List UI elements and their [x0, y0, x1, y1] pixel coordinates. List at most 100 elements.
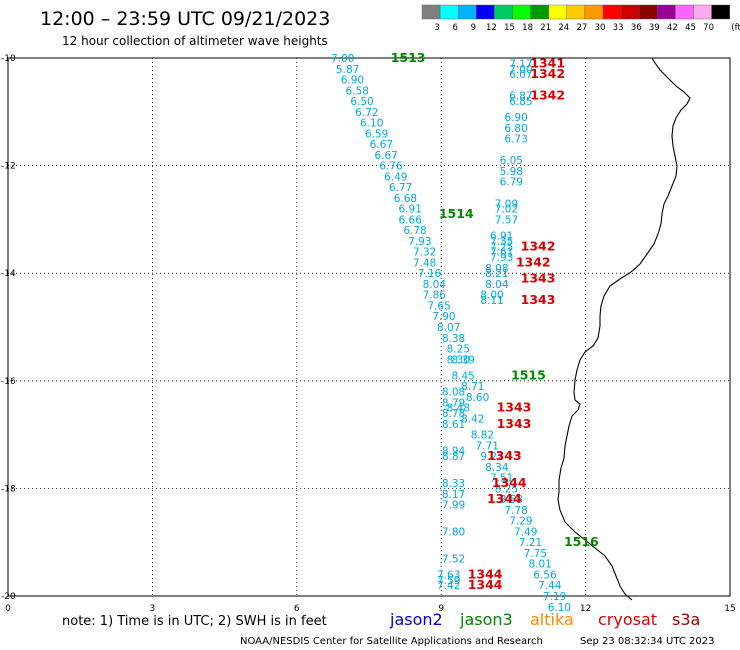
wave-height-value: 6.50 [350, 96, 373, 108]
wave-height-value: 7.93 [490, 252, 513, 264]
wave-height-value: 8.08 [485, 263, 508, 275]
pass-id-label: 1342 [530, 66, 565, 81]
wave-height-value: 8.48 [447, 403, 470, 415]
wave-height-value: 8.87 [442, 451, 465, 463]
colorbar-swatch [458, 4, 477, 20]
x-tick-label: 6 [294, 604, 300, 614]
colorbar-swatch [584, 4, 604, 20]
wave-height-value: 7.80 [442, 526, 465, 538]
wave-height-value: 8.25 [447, 344, 470, 356]
pass-id-label: 1343 [497, 400, 532, 415]
colorbar-label: 3 [434, 23, 439, 33]
wave-height-value: 8.58 [500, 494, 523, 506]
wave-height-value: 7.17 [509, 58, 532, 70]
wave-height-value: 8.38 [442, 333, 465, 345]
wave-height-value: 7.51 [490, 473, 513, 485]
wave-height-value: 8.33 [442, 478, 465, 490]
colorbar-unit: (ft) [731, 23, 740, 33]
pass-id-label: 1344 [468, 566, 503, 581]
wave-height-value: 6.78 [403, 225, 426, 237]
wave-height-value: 7.63 [437, 569, 460, 581]
wave-height-value: 8.30 [447, 354, 470, 366]
colorbar-swatch [421, 4, 441, 20]
colorbar-swatch [439, 4, 459, 20]
wave-height-value: 7.99 [442, 500, 465, 512]
footer-credit: NOAA/NESDIS Center for Satellite Applica… [240, 636, 543, 647]
wave-height-value: 8.01 [528, 559, 551, 571]
wave-height-value: 7.57 [495, 214, 518, 226]
wave-height-value: 7.44 [538, 580, 562, 592]
wave-height-value: 6.10 [360, 118, 383, 130]
wave-height-value: 7.32 [413, 247, 436, 259]
wave-height-value: 7.52 [442, 553, 465, 565]
wave-height-values: 7.005.876.906.586.506.726.106.596.676.67… [331, 53, 571, 614]
colorbar-swatch [602, 4, 622, 20]
wave-height-value: 8.82 [471, 430, 494, 442]
wave-height-value: 8.42 [461, 413, 484, 425]
colorbar-swatch [657, 4, 676, 20]
wave-height-value: 5.87 [336, 64, 359, 76]
wave-height-value: 6.67 [370, 139, 393, 151]
colorbar-label: 36 [631, 23, 642, 33]
pass-id-label: 1344 [487, 491, 522, 506]
wave-height-value: 7.65 [427, 300, 450, 312]
wave-height-value: 7.16 [418, 268, 442, 280]
wave-height-value: 7.71 [476, 440, 499, 452]
wave-height-value: 7.00 [331, 53, 354, 65]
wave-height-value: 7.49 [514, 526, 537, 538]
y-tick-label: -12 [1, 162, 16, 172]
colorbar-swatch [675, 4, 694, 20]
wave-height-value: 7.61 [490, 247, 513, 259]
wave-height-value: 6.05 [500, 155, 523, 167]
wave-height-value: 7.19 [543, 591, 566, 603]
colorbar-label: 42 [667, 23, 678, 33]
wave-height-value: 8.17 [442, 489, 465, 501]
colorbar-swatch [566, 4, 586, 20]
colorbar-label: 12 [486, 23, 497, 33]
map-title: 12:00 – 23:59 UTC 09/21/2023 [40, 8, 330, 30]
colorbar-label: 30 [595, 23, 606, 33]
wave-height-value: 6.77 [389, 182, 412, 194]
colorbar-label: 27 [576, 23, 587, 33]
wave-height-value: 6.58 [346, 85, 369, 97]
colorbar-label: 39 [649, 23, 660, 33]
pass-id-label: 1516 [564, 534, 599, 549]
wave-height-value: 6.91 [490, 231, 513, 243]
wave-height-value: 7.25 [490, 241, 513, 253]
colorbar-swatch [639, 4, 658, 20]
pass-id-label: 1343 [521, 292, 556, 307]
wave-height-value: 6.79 [500, 177, 523, 189]
coastline [557, 57, 691, 601]
satellite-legend-cryosat: cryosat [598, 610, 657, 629]
wave-height-value: 6.76 [379, 161, 403, 173]
wave-height-value: 7.90 [432, 311, 455, 323]
colorbar-label: 45 [685, 23, 696, 33]
pass-id-label: 1513 [391, 50, 426, 65]
wave-height-value: 8.04 [485, 279, 509, 291]
wave-height-value: 8.21 [485, 268, 508, 280]
wave-height-value: 8.94 [442, 446, 466, 458]
wave-height-value: 6.67 [374, 150, 397, 162]
x-tick-label: 15 [724, 604, 735, 614]
wave-height-value: 7.09 [495, 198, 518, 210]
colorbar-label: 18 [522, 23, 533, 33]
satellite-legend-altika: altika [530, 610, 574, 629]
wave-height-value: 8.79 [442, 397, 465, 409]
wave-height-value: 6.85 [509, 96, 532, 108]
wave-height-value: 5.98 [500, 166, 523, 178]
y-tick-label: -14 [1, 269, 16, 279]
colorbar-label: 21 [540, 23, 551, 33]
wave-height-value: 8.07 [437, 322, 460, 334]
wave-height-value: 7.75 [524, 548, 547, 560]
wave-height-value: 6.80 [504, 123, 527, 135]
wave-height-value: 7.42 [437, 580, 460, 592]
pass-id-label: 1343 [497, 416, 532, 431]
colorbar-swatch [693, 4, 712, 20]
wave-height-value: 6.87 [509, 91, 532, 103]
wave-height-value: 8.39 [451, 354, 474, 366]
wave-height-value: 7.86 [423, 290, 447, 302]
wave-height-value: 7.93 [408, 236, 431, 248]
wave-height-value: 8.11 [480, 295, 503, 307]
colorbar-label: 6 [452, 23, 457, 33]
